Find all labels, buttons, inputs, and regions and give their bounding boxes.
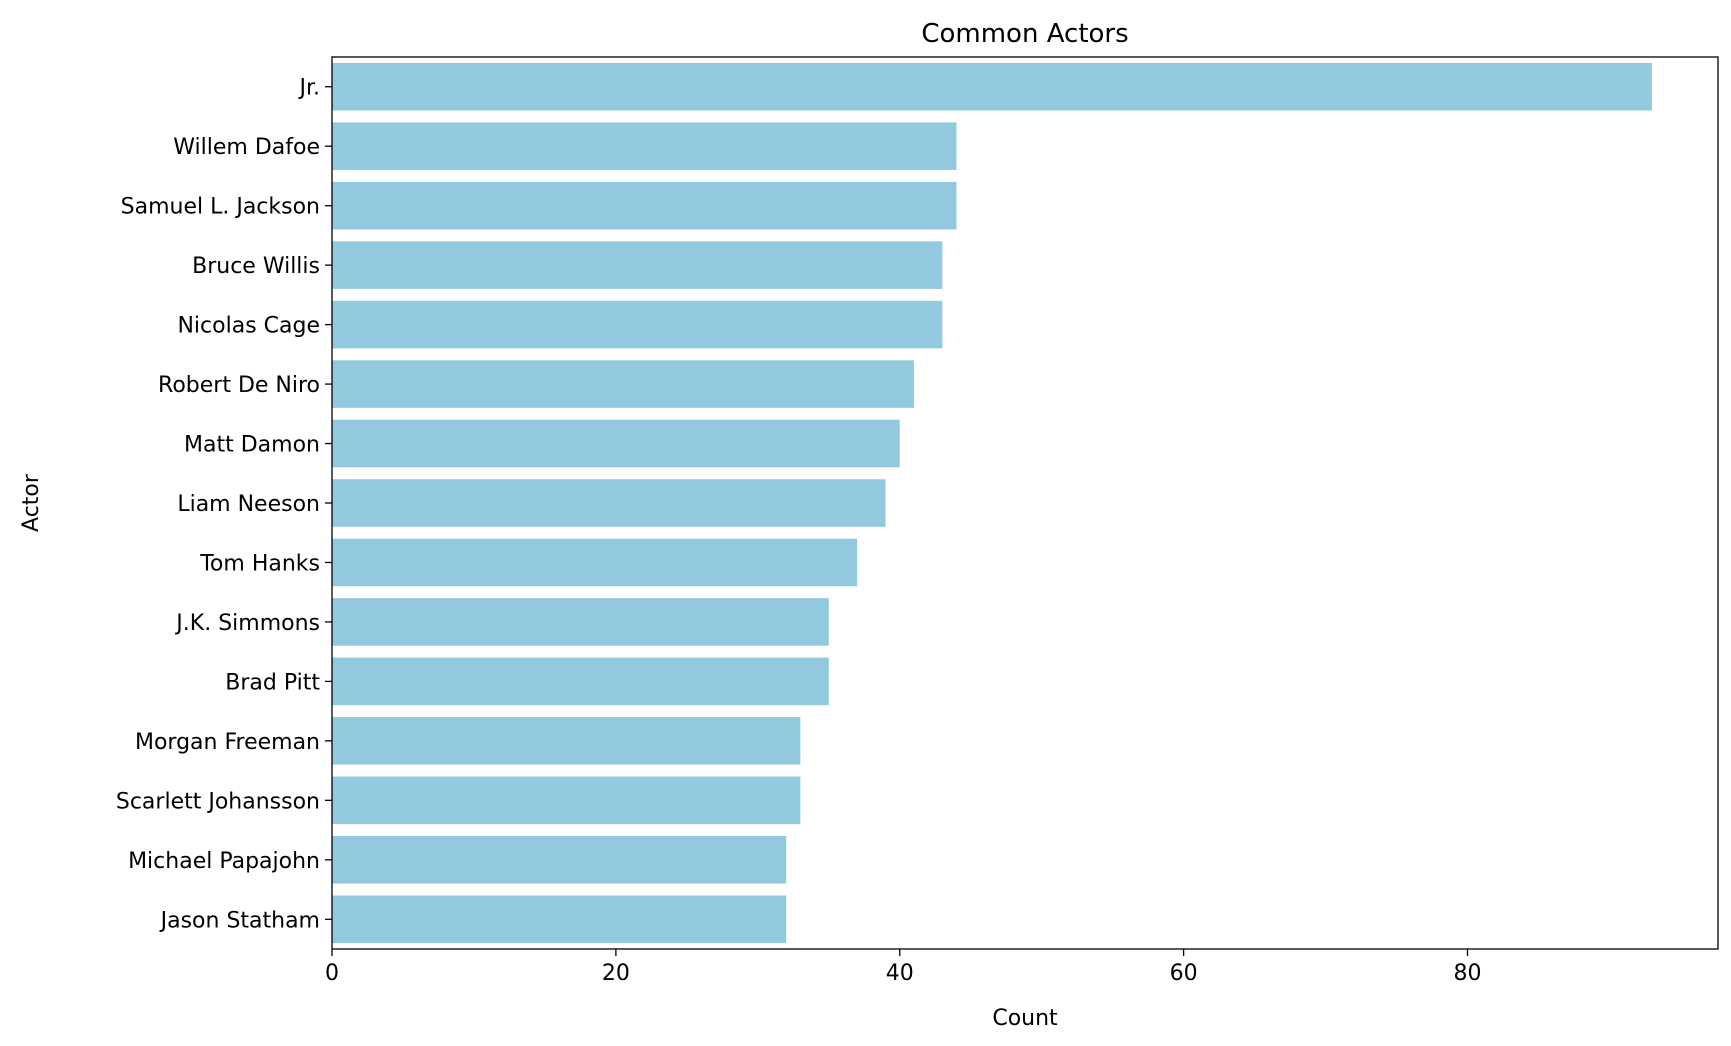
plot-frame <box>331 56 1719 950</box>
bar <box>332 62 1652 111</box>
y-tick-label: Brad Pitt <box>225 670 320 695</box>
bar <box>332 241 943 289</box>
y-tick-label: Liam Neeson <box>177 492 320 517</box>
y-tick-label: Samuel L. Jackson <box>121 195 320 220</box>
x-tick-label: 20 <box>602 961 630 986</box>
bar <box>332 776 801 825</box>
x-tick-label: 40 <box>886 961 914 986</box>
x-tick-label: 0 <box>325 961 339 986</box>
x-axis-label: Count <box>992 1006 1058 1031</box>
y-tick-label: Nicolas Cage <box>177 314 320 339</box>
y-tick-label: Scarlett Johansson <box>116 789 320 814</box>
bar <box>332 360 914 408</box>
bar <box>332 181 957 230</box>
y-axis-label: Actor <box>19 473 44 532</box>
y-tick-label: Jason Statham <box>159 908 320 933</box>
y-tick-label: Tom Hanks <box>199 551 320 576</box>
y-tick-label: J.K. Simmons <box>174 611 320 636</box>
bar <box>332 598 829 646</box>
bar <box>332 122 957 170</box>
x-tick-label: 60 <box>1170 961 1198 986</box>
y-tick-label: Bruce Willis <box>192 254 320 279</box>
bar <box>332 538 858 587</box>
y-tick-label: Willem Dafoe <box>173 135 320 160</box>
y-tick-label: Morgan Freeman <box>135 730 320 755</box>
bar <box>332 717 801 765</box>
chart-title: Common Actors <box>921 19 1128 49</box>
y-tick-label: Jr. <box>297 76 320 101</box>
x-axis-ticks: 0 20 40 60 80 <box>325 949 1481 986</box>
bar <box>332 657 829 706</box>
y-tick-label: Robert De Niro <box>158 373 320 398</box>
bars-group <box>332 62 1652 944</box>
bar <box>332 300 943 349</box>
y-tick-labels: Jr. Willem Dafoe Samuel L. Jackson Bruce Wi… <box>116 76 332 933</box>
bar <box>332 836 787 884</box>
bar <box>332 895 787 944</box>
bar <box>332 479 886 527</box>
y-tick-label: Michael Papajohn <box>128 849 320 874</box>
bar <box>332 419 900 468</box>
x-tick-label: 80 <box>1453 961 1481 986</box>
y-tick-label: Matt Damon <box>184 433 320 458</box>
